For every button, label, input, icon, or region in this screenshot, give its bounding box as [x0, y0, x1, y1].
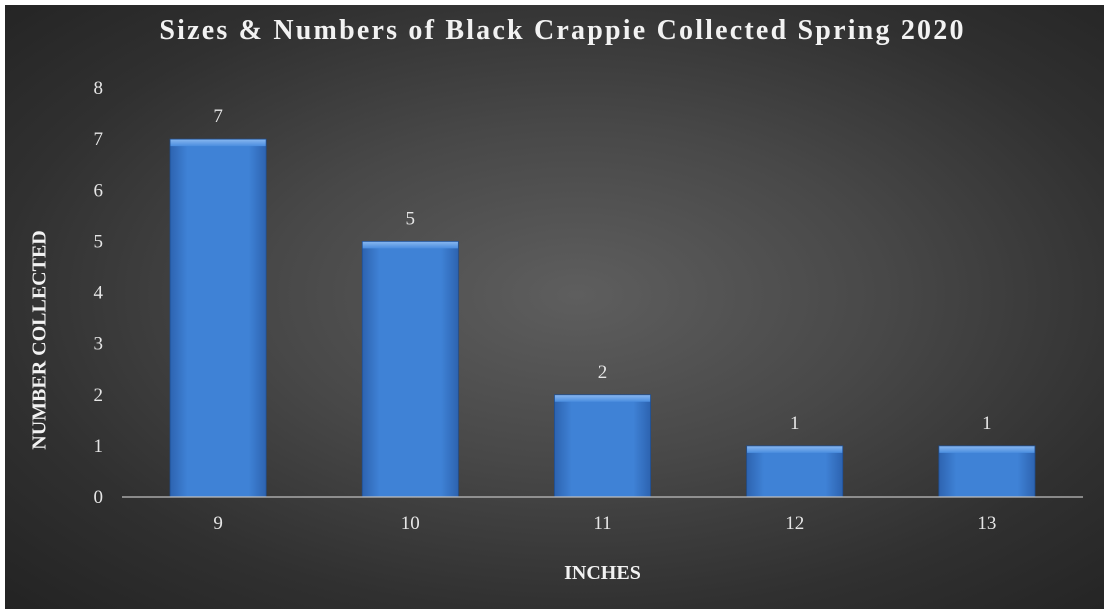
x-axis-ticks: 9 10 11 12 13 [213, 513, 996, 534]
x-tick-label: 12 [785, 513, 804, 534]
bar-body [746, 445, 843, 497]
y-tick-label: 4 [94, 283, 104, 304]
bar-cap [746, 445, 843, 453]
data-label: 5 [406, 208, 416, 229]
y-tick-label: 2 [94, 385, 104, 406]
y-tick-label: 5 [94, 231, 104, 252]
bar-body [554, 394, 651, 497]
bar-cap [554, 394, 651, 402]
bar-cap [938, 445, 1035, 453]
data-labels: 7 5 2 1 1 [213, 106, 991, 434]
data-label: 1 [982, 413, 992, 434]
y-tick-label: 3 [94, 334, 104, 355]
bar-body [170, 139, 267, 497]
y-tick-label: 6 [94, 180, 104, 201]
bar [746, 445, 844, 498]
bars [169, 138, 1036, 498]
bar-body [938, 445, 1035, 497]
y-tick-label: 8 [94, 78, 104, 99]
x-tick-label: 13 [977, 513, 996, 534]
x-tick-label: 10 [401, 513, 420, 534]
bar [361, 240, 459, 498]
bar [554, 394, 651, 498]
bar-cap [170, 139, 267, 147]
x-tick-label: 11 [593, 513, 611, 534]
chart-title: Sizes & Numbers of Black Crappie Collect… [159, 15, 966, 46]
x-axis-label: INCHES [564, 562, 641, 584]
data-label: 2 [598, 362, 608, 383]
y-tick-label: 7 [94, 129, 104, 150]
bar-cap [362, 241, 459, 249]
x-tick-label: 9 [213, 513, 223, 534]
bar-body [362, 241, 459, 497]
data-label: 1 [790, 413, 800, 434]
bar [938, 445, 1036, 498]
y-axis-ticks: 0 1 2 3 4 5 6 7 8 [94, 78, 104, 508]
bar [169, 138, 267, 498]
y-tick-label: 1 [94, 436, 104, 457]
data-label: 7 [213, 106, 223, 127]
y-tick-label: 0 [94, 487, 104, 508]
